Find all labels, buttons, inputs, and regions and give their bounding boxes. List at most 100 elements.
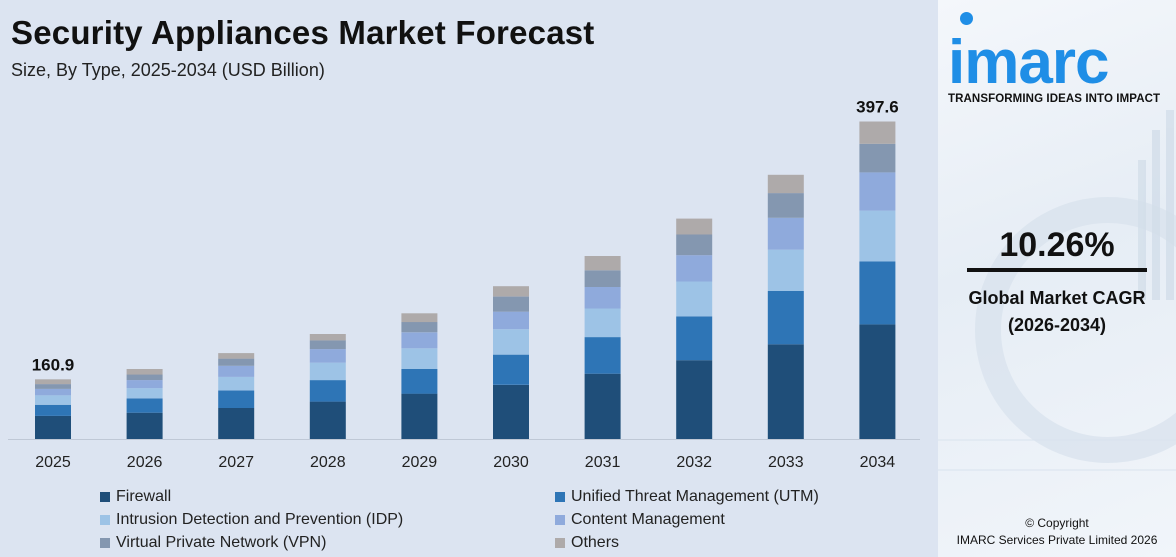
bar-segment-2032-5 xyxy=(676,218,713,235)
bar-segment-2027-5 xyxy=(218,353,255,359)
legend-label: Intrusion Detection and Prevention (IDP) xyxy=(116,511,404,528)
bar-segment-2032-0 xyxy=(676,360,713,439)
bar-segment-2028-1 xyxy=(309,380,346,402)
brand-tagline: TRANSFORMING IDEAS INTO IMPACT xyxy=(948,93,1161,105)
legend-label: Content Management xyxy=(571,511,725,528)
logo-dot-icon xyxy=(960,12,973,25)
bar-segment-2027-2 xyxy=(218,376,255,391)
bar-segment-2029-3 xyxy=(401,332,438,349)
bar-segment-2027-1 xyxy=(218,390,255,408)
x-tick-label: 2025 xyxy=(35,454,71,471)
bar-segment-2034-5 xyxy=(859,121,896,144)
bar-segment-2026-4 xyxy=(126,374,163,381)
bar-segment-2033-3 xyxy=(767,217,804,250)
chart-subtitle: Size, By Type, 2025-2034 (USD Billion) xyxy=(11,60,325,80)
copyright-line2: IMARC Services Private Limited 2026 xyxy=(956,533,1158,547)
bar-segment-2033-1 xyxy=(767,291,804,345)
cagr-label-line1: Global Market CAGR xyxy=(968,288,1146,308)
bar-segment-2030-4 xyxy=(493,296,529,312)
legend-swatch xyxy=(555,515,565,525)
legend-swatch xyxy=(555,538,565,548)
bar-segment-2031-3 xyxy=(584,287,621,309)
legend-label: Unified Threat Management (UTM) xyxy=(571,488,819,505)
legend-swatch xyxy=(555,492,565,502)
chart-title: Security Appliances Market Forecast xyxy=(11,14,595,51)
bar-segment-2033-4 xyxy=(767,193,804,218)
bar-segment-2029-1 xyxy=(401,369,438,394)
bar-segment-2031-1 xyxy=(584,337,621,374)
bar-segment-2026-0 xyxy=(126,412,163,439)
bar-segment-2032-4 xyxy=(676,234,713,256)
legend-item: Content Management xyxy=(555,511,725,529)
bar-segment-2029-0 xyxy=(401,393,438,439)
bar-segment-2032-2 xyxy=(676,281,713,317)
bar-segment-2027-3 xyxy=(218,365,255,377)
bar-segment-2034-2 xyxy=(859,210,896,262)
legend-item: Virtual Private Network (VPN) xyxy=(100,534,326,552)
cagr-value: 10.26% xyxy=(999,226,1115,264)
total-label-2025: 160.9 xyxy=(32,355,75,374)
bar-segment-2025-5 xyxy=(35,379,71,385)
legend-label: Virtual Private Network (VPN) xyxy=(116,534,327,551)
x-tick-label: 2034 xyxy=(860,454,896,471)
bar-segment-2027-4 xyxy=(218,358,255,366)
legend-label: Firewall xyxy=(116,488,172,505)
copyright-line1: © Copyright xyxy=(1025,516,1089,530)
brand-panel: imarc TRANSFORMING IDEAS INTO IMPACT 10.… xyxy=(938,0,1176,557)
x-tick-label: 2029 xyxy=(402,454,438,471)
bar-segment-2033-2 xyxy=(767,249,804,291)
bar-segment-2030-5 xyxy=(493,286,529,297)
bar-segment-2026-3 xyxy=(126,380,163,389)
cagr-label: Global Market CAGR (2026-2034) xyxy=(938,285,1176,339)
logo-text: imarc xyxy=(948,28,1109,97)
bar-segment-2028-5 xyxy=(309,334,346,341)
legend-swatch xyxy=(100,492,110,502)
bar-segment-2028-4 xyxy=(309,340,346,350)
x-tick-label: 2033 xyxy=(768,454,804,471)
legend-label: Others xyxy=(571,534,620,551)
legend-item: Others xyxy=(555,534,619,552)
chart-panel: Security Appliances Market Forecast Size… xyxy=(8,14,920,552)
bar-segment-2034-0 xyxy=(859,324,896,439)
background-decoration xyxy=(938,110,1176,471)
bar-segment-2026-1 xyxy=(126,398,163,413)
bar-segment-2025-3 xyxy=(35,388,71,396)
legend-item: Firewall xyxy=(100,488,171,506)
cagr-label-line2: (2026-2034) xyxy=(1007,315,1107,335)
total-label-2034: 397.6 xyxy=(856,97,899,116)
bar-segment-2029-2 xyxy=(401,348,438,369)
bar-segment-2032-3 xyxy=(676,255,713,282)
x-tick-label: 2028 xyxy=(310,454,346,471)
bar-segment-2030-2 xyxy=(493,329,529,355)
bar-segment-2026-2 xyxy=(126,388,163,399)
bar-segment-2030-1 xyxy=(493,354,529,385)
legend-item: Unified Threat Management (UTM) xyxy=(555,488,819,506)
bar-segment-2031-5 xyxy=(584,256,621,271)
bar-segment-2025-1 xyxy=(35,404,71,416)
bar-segment-2028-3 xyxy=(309,349,346,363)
bar-segment-2025-4 xyxy=(35,384,71,389)
bar-segment-2034-4 xyxy=(859,143,896,173)
bar-segment-2025-0 xyxy=(35,415,71,439)
bar-segment-2029-5 xyxy=(401,313,438,323)
bar-segment-2028-0 xyxy=(309,401,346,439)
bar-segment-2025-2 xyxy=(35,395,71,405)
bar-segment-2029-4 xyxy=(401,322,438,333)
x-tick-label: 2032 xyxy=(676,454,712,471)
bar-segment-2033-5 xyxy=(767,174,804,194)
copyright: © Copyright IMARC Services Private Limit… xyxy=(938,515,1176,549)
bar-segment-2026-5 xyxy=(126,369,163,375)
bar-segment-2030-0 xyxy=(493,384,529,439)
bar-segment-2028-2 xyxy=(309,362,346,381)
cagr-divider xyxy=(967,268,1147,272)
legend-swatch xyxy=(100,538,110,548)
bar-segment-2030-3 xyxy=(493,311,529,330)
stacked-bar-chart: 2025 160.9 2026 2027 2028 2029 2030 2031 2032 203… xyxy=(8,97,920,471)
bar-segment-2031-2 xyxy=(584,308,621,338)
x-tick-label: 2030 xyxy=(493,454,529,471)
legend-swatch xyxy=(100,515,110,525)
bar-segment-2032-1 xyxy=(676,316,713,361)
bar-segment-2033-0 xyxy=(767,344,804,439)
x-tick-label: 2026 xyxy=(127,454,163,471)
bar-segment-2027-0 xyxy=(218,408,255,439)
